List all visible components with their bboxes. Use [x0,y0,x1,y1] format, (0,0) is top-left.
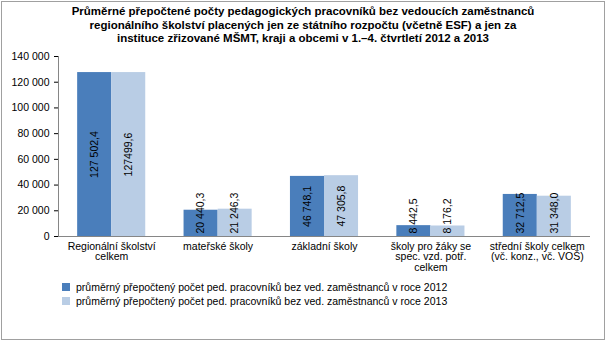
html-text:Průměrné přepočtené počty peda: Průměrné přepočtené počty pedagogických … [71,5,535,44]
svg-text:32 712,5: 32 712,5 [514,192,526,233]
svg-text:21 246,3: 21 246,3 [228,192,240,233]
svg-text:Regionální školstvícelkem: Regionální školstvícelkem [68,239,156,262]
html-text:průměrný přepočtený počet ped.: průměrný přepočtený počet ped. pracovník… [76,294,448,307]
svg-text:31 348,0: 31 348,0 [548,192,560,233]
svg-text:20 440,3: 20 440,3 [194,192,206,233]
svg-text:0: 0 [44,229,50,241]
svg-text:47 305,8: 47 305,8 [335,185,347,226]
svg-text:8 442,5: 8 442,5 [407,198,419,233]
svg-text:127499,6: 127499,6 [122,132,134,176]
svg-text:8 176,2: 8 176,2 [441,198,453,233]
svg-text:40 000: 40 000 [17,178,49,190]
svg-text:20 000: 20 000 [17,204,49,216]
svg-text:120 000: 120 000 [12,75,50,87]
svg-text:střední školy celkem(vč. konz.: střední školy celkem(vč. konz., vč. VOŠ) [490,239,585,262]
svg-text:46 748,1: 46 748,1 [301,185,313,226]
svg-text:127 502,4: 127 502,4 [88,131,100,178]
svg-text:mateřské školy: mateřské školy [183,239,254,251]
svg-text:školy pro žáky sespec. vzd. po: školy pro žáky sespec. vzd. potř.celkem [391,239,472,272]
svg-text:základní školy: základní školy [292,239,359,251]
svg-text:80 000: 80 000 [17,127,49,139]
svg-text:140 000: 140 000 [12,49,50,61]
html-text:průměrný přepočtený počet ped.: průměrný přepočtený počet ped. pracovník… [76,280,448,293]
svg-text:100 000: 100 000 [12,101,50,113]
svg-text:60 000: 60 000 [17,152,49,164]
